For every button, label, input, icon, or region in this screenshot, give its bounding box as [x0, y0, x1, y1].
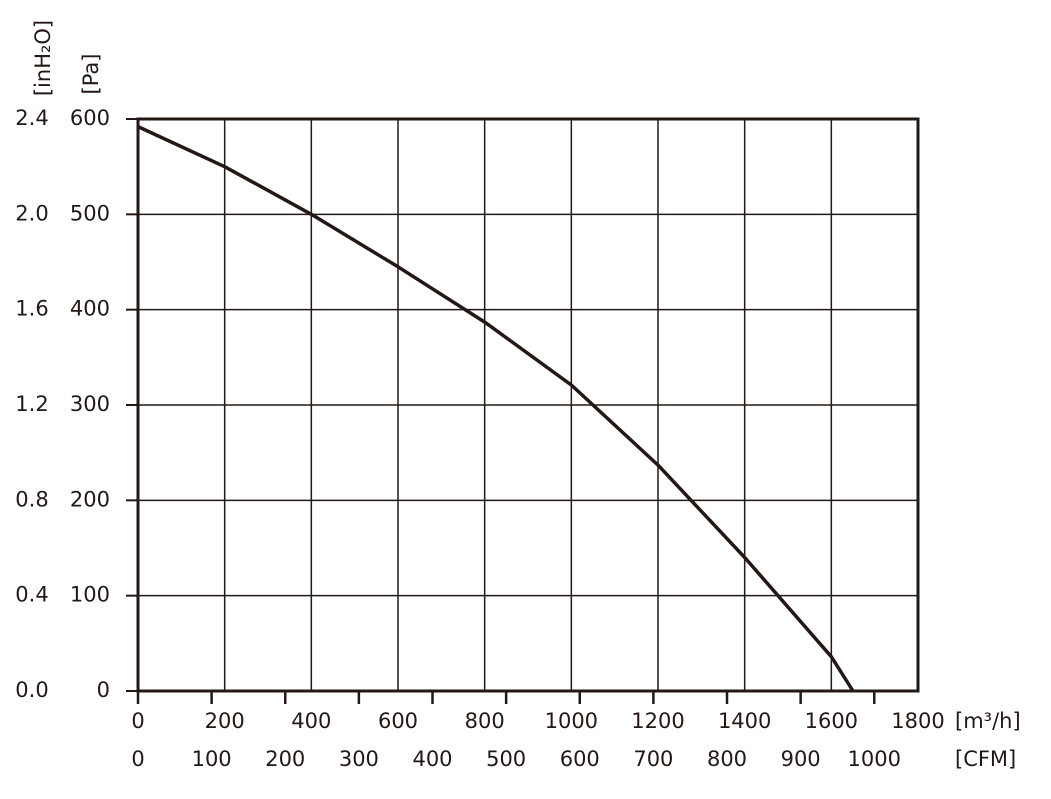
x-tick-label: 1400 — [718, 709, 771, 733]
y-tick-label: 0 — [97, 678, 110, 702]
x-tick-label: 200 — [205, 709, 245, 733]
curve — [137, 125, 855, 692]
y2-tick-label: 2.0 — [15, 201, 48, 225]
x-tick-label: 400 — [291, 709, 331, 733]
y2-tick-label: 2.4 — [15, 106, 48, 130]
x2-tick-label: 100 — [192, 747, 232, 771]
x-tick-label: 1200 — [631, 709, 684, 733]
x-tick-label: 800 — [465, 709, 505, 733]
y2-axis-label: [inH₂O] — [31, 20, 55, 96]
x2-tick-label: 900 — [781, 747, 821, 771]
x2-tick-label: 700 — [633, 747, 673, 771]
y2-tick-label: 1.2 — [15, 392, 48, 416]
y-axis-label: [Pa] — [79, 54, 103, 95]
x2-axis-label: [CFM] — [955, 747, 1016, 771]
y-tick-label: 400 — [70, 297, 110, 321]
x2-tick-label: 400 — [412, 747, 452, 771]
x2-tick-label: 800 — [707, 747, 747, 771]
x2-tick-label: 300 — [339, 747, 379, 771]
plot-frame — [136, 117, 920, 693]
y-tick-label: 100 — [70, 583, 110, 607]
x2-tick-label: 600 — [560, 747, 600, 771]
y2-tick-label: 1.6 — [15, 297, 48, 321]
x2-tick-label: 500 — [486, 747, 526, 771]
x-tick-label: 1600 — [805, 709, 858, 733]
y-tick-label: 200 — [70, 487, 110, 511]
x-tick-label: 600 — [378, 709, 418, 733]
y2-tick-label: 0.4 — [15, 583, 48, 607]
x2-tick-label: 1000 — [848, 747, 901, 771]
y-tick-label: 600 — [70, 106, 110, 130]
x2-tick-label: 0 — [131, 747, 144, 771]
y2-tick-label: 0.8 — [15, 487, 48, 511]
x2-tick-label: 200 — [265, 747, 305, 771]
x-tick-label: 1800 — [891, 709, 944, 733]
x-axis-label: [m³/h] — [955, 709, 1021, 733]
y-tick-label: 300 — [70, 392, 110, 416]
x-tick-label: 0 — [131, 709, 144, 733]
y2-tick-label: 0.0 — [15, 678, 48, 702]
x-tick-label: 1000 — [545, 709, 598, 733]
y-tick-label: 500 — [70, 201, 110, 225]
